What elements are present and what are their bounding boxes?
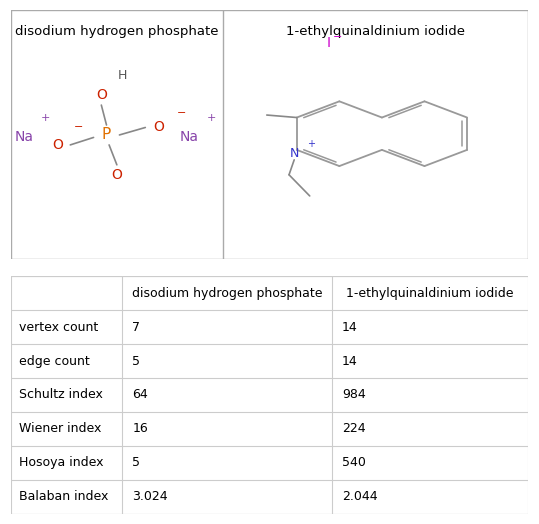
Text: 1-ethylquinaldinium iodide: 1-ethylquinaldinium iodide [286, 26, 465, 38]
Text: Na: Na [180, 130, 199, 145]
Text: Schultz index: Schultz index [18, 388, 102, 401]
Text: 16: 16 [133, 422, 148, 435]
Text: 2.044: 2.044 [342, 490, 377, 503]
Text: 14: 14 [342, 355, 358, 368]
Text: −: − [73, 123, 82, 133]
Text: 3.024: 3.024 [133, 490, 168, 503]
Text: 1-ethylquinaldinium iodide: 1-ethylquinaldinium iodide [346, 287, 514, 300]
Text: 7: 7 [133, 321, 140, 334]
Text: 64: 64 [133, 388, 148, 401]
Text: I: I [327, 36, 331, 50]
Text: disodium hydrogen phosphate: disodium hydrogen phosphate [15, 26, 219, 38]
Text: 5: 5 [133, 355, 140, 368]
Text: O: O [52, 138, 63, 152]
Text: −: − [333, 31, 342, 41]
Text: Na: Na [14, 130, 33, 145]
Text: 224: 224 [342, 422, 365, 435]
Text: 14: 14 [342, 321, 358, 334]
Text: vertex count: vertex count [18, 321, 98, 334]
Text: Wiener index: Wiener index [18, 422, 101, 435]
Text: 984: 984 [342, 388, 365, 401]
Text: edge count: edge count [18, 355, 89, 368]
Text: disodium hydrogen phosphate: disodium hydrogen phosphate [132, 287, 322, 300]
Text: Balaban index: Balaban index [18, 490, 108, 503]
Text: O: O [96, 88, 107, 102]
Text: +: + [307, 139, 315, 149]
Text: +: + [42, 113, 51, 123]
Text: H: H [118, 69, 127, 82]
Text: 540: 540 [342, 456, 366, 469]
Text: N: N [289, 147, 299, 160]
Text: Hosoya index: Hosoya index [18, 456, 103, 469]
Text: O: O [112, 168, 122, 182]
Text: −: − [177, 107, 186, 117]
Text: +: + [207, 113, 216, 123]
Text: 5: 5 [133, 456, 140, 469]
Text: O: O [153, 121, 164, 135]
Text: P: P [102, 127, 111, 143]
